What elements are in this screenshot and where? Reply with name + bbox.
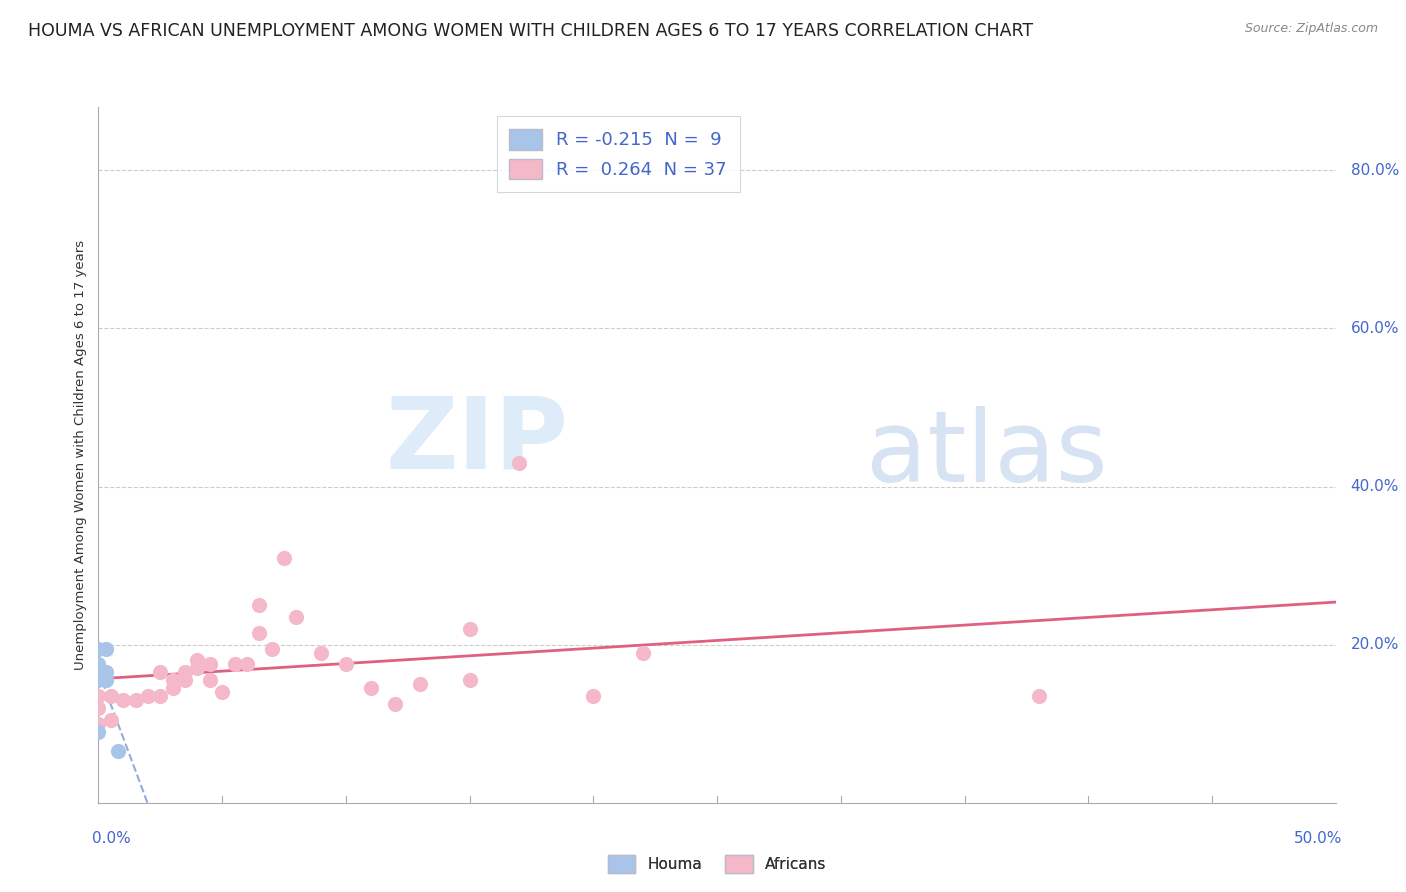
Point: [309, 646, 332, 660]
Point: [458, 622, 481, 636]
Point: [285, 610, 308, 624]
Point: [186, 653, 208, 667]
Point: [162, 673, 184, 688]
Point: [107, 744, 129, 758]
Point: [149, 689, 172, 703]
Point: [236, 657, 259, 672]
Point: [247, 598, 270, 612]
Point: [360, 681, 382, 695]
Point: [186, 661, 208, 675]
Point: [162, 681, 184, 695]
Point: [87, 673, 110, 688]
Point: [631, 646, 654, 660]
Point: [87, 701, 110, 715]
Text: Source: ZipAtlas.com: Source: ZipAtlas.com: [1244, 22, 1378, 36]
Point: [112, 693, 135, 707]
Text: 80.0%: 80.0%: [1351, 163, 1399, 178]
Point: [211, 685, 233, 699]
Point: [87, 724, 110, 739]
Point: [94, 641, 117, 656]
Point: [247, 625, 270, 640]
Text: 60.0%: 60.0%: [1351, 321, 1399, 336]
Point: [87, 657, 110, 672]
Point: [100, 689, 122, 703]
Point: [87, 716, 110, 731]
Text: atlas: atlas: [866, 407, 1107, 503]
Text: 40.0%: 40.0%: [1351, 479, 1399, 494]
Point: [198, 657, 221, 672]
Point: [508, 456, 530, 470]
Point: [198, 673, 221, 688]
Text: 0.0%: 0.0%: [93, 830, 131, 846]
Text: 50.0%: 50.0%: [1294, 830, 1341, 846]
Point: [87, 689, 110, 703]
Point: [260, 641, 283, 656]
Text: 20.0%: 20.0%: [1351, 637, 1399, 652]
Point: [136, 689, 159, 703]
Point: [384, 697, 406, 711]
Point: [87, 641, 110, 656]
Point: [1028, 689, 1050, 703]
Point: [582, 689, 605, 703]
Point: [273, 550, 295, 565]
Legend: Houma, Africans: Houma, Africans: [602, 849, 832, 879]
Point: [94, 665, 117, 680]
Point: [87, 669, 110, 683]
Point: [94, 673, 117, 688]
Point: [100, 713, 122, 727]
Point: [124, 693, 146, 707]
Text: ZIP: ZIP: [385, 392, 568, 490]
Y-axis label: Unemployment Among Women with Children Ages 6 to 17 years: Unemployment Among Women with Children A…: [75, 240, 87, 670]
Text: HOUMA VS AFRICAN UNEMPLOYMENT AMONG WOMEN WITH CHILDREN AGES 6 TO 17 YEARS CORRE: HOUMA VS AFRICAN UNEMPLOYMENT AMONG WOME…: [28, 22, 1033, 40]
Point: [409, 677, 432, 691]
Point: [174, 673, 197, 688]
Point: [335, 657, 357, 672]
Point: [149, 665, 172, 680]
Point: [224, 657, 246, 672]
Point: [458, 673, 481, 688]
Point: [174, 665, 197, 680]
